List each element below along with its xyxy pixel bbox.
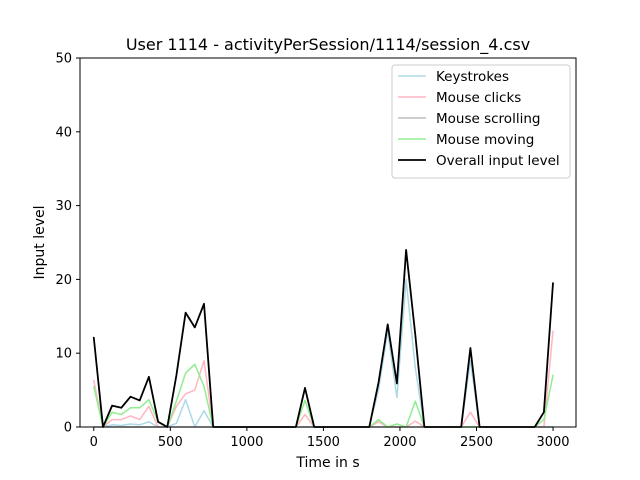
legend-label-mouse-clicks: Mouse clicks — [436, 90, 521, 106]
x-axis: 0 500 1000 1500 2000 2500 3000 — [90, 427, 570, 450]
legend-label-overall-input-level: Overall input level — [436, 153, 560, 169]
x-tick-label: 0 — [90, 435, 98, 450]
y-tick-label: 10 — [55, 347, 72, 362]
x-tick-label: 1500 — [307, 435, 340, 450]
legend-label-mouse-moving: Mouse moving — [436, 132, 534, 148]
y-tick-label: 20 — [55, 273, 72, 288]
legend-label-keystrokes: Keystrokes — [436, 69, 509, 85]
y-tick-label: 30 — [55, 199, 72, 214]
x-axis-title: Time in s — [295, 455, 359, 471]
plot-frame — [79, 57, 577, 428]
y-tick-label: 0 — [64, 421, 72, 436]
legend-label-mouse-scrolling: Mouse scrolling — [436, 111, 540, 127]
x-tick-label: 1000 — [230, 435, 263, 450]
chart-title: User 1114 - activityPerSession/1114/sess… — [126, 35, 530, 55]
x-tick-label: 2000 — [383, 435, 416, 450]
y-tick-label: 40 — [55, 125, 72, 140]
x-tick-label: 3000 — [536, 435, 569, 450]
legend-box — [391, 64, 571, 179]
x-tick-label: 500 — [158, 435, 183, 450]
x-tick-label: 2500 — [460, 435, 493, 450]
legend: Keystrokes Mouse clicks Mouse scrolling Mou… — [391, 64, 571, 179]
y-axis: 0 10 20 30 40 50 — [55, 52, 80, 436]
y-axis-title: Input level — [32, 206, 48, 280]
y-tick-label: 50 — [55, 52, 72, 67]
